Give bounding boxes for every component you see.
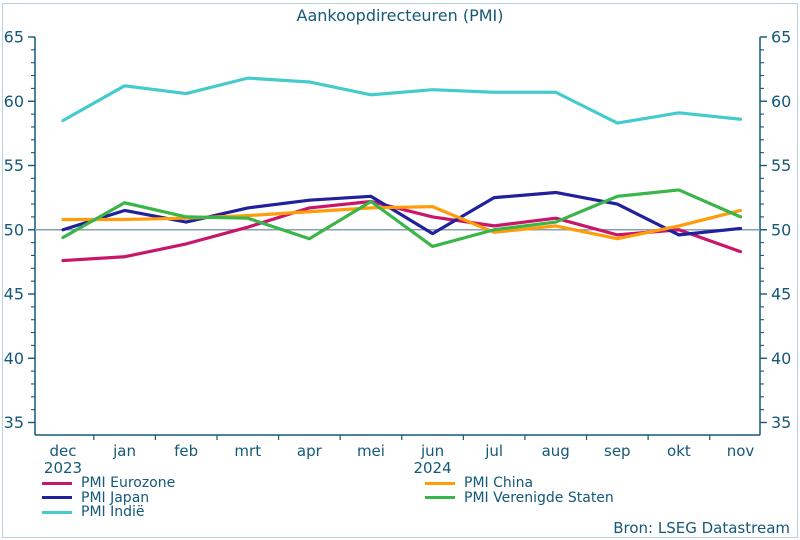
legend-column-right: PMI China PMI Verenigde Staten	[425, 475, 614, 506]
x-year-label: 2024	[413, 459, 451, 475]
x-month-label: jul	[484, 442, 503, 460]
y-axis-tick-label-left: 45	[4, 285, 24, 304]
legend-swatch-pmi-indie	[42, 510, 72, 514]
legend-swatch-pmi-japan	[42, 496, 72, 500]
x-month-label: jan	[112, 442, 136, 460]
legend-swatch-pmi-verenigde-staten	[425, 496, 455, 500]
legend-label-pmi-japan: PMI Japan	[81, 489, 150, 506]
y-axis-tick-label-right: 40	[771, 349, 791, 368]
y-axis-tick-label-left: 60	[4, 92, 24, 111]
legend-item-pmi-indie: PMI Indië	[42, 504, 175, 521]
legend-label-pmi-china: PMI China	[464, 475, 534, 492]
legend-item-pmi-verenigde-staten: PMI Verenigde Staten	[425, 489, 614, 506]
series-line-pmi-indi-	[61, 76, 743, 125]
y-axis-tick-label-left: 40	[4, 349, 24, 368]
x-month-label: feb	[174, 442, 198, 460]
x-month-label: mei	[357, 442, 385, 460]
y-axis-tick-label-right: 55	[771, 156, 791, 175]
chart-title: Aankoopdirecteuren (PMI)	[296, 6, 504, 25]
legend-item-pmi-japan: PMI Japan	[42, 489, 175, 506]
x-month-label: jun	[420, 442, 444, 460]
y-axis-tick-label-left: 55	[4, 156, 24, 175]
series-line-pmi-china	[61, 205, 743, 241]
series-line-pmi-japan	[61, 190, 743, 237]
legend-label-pmi-indie: PMI Indië	[81, 504, 145, 521]
legend-label-pmi-verenigde-staten: PMI Verenigde Staten	[464, 489, 614, 506]
x-month-label: aug	[542, 442, 570, 460]
x-month-label: nov	[727, 442, 755, 460]
y-axis-tick-label-right: 45	[771, 285, 791, 304]
y-axis-tick-label-right: 65	[771, 28, 791, 47]
x-month-label: okt	[667, 442, 691, 460]
x-month-label: dec	[50, 442, 77, 460]
y-axis-tick-label-right: 35	[771, 413, 791, 432]
y-axis-tick-label-right: 60	[771, 92, 791, 111]
x-month-label: apr	[297, 442, 323, 460]
source-attribution: Bron: LSEG Datastream	[613, 519, 790, 537]
y-axis-tick-label-left: 65	[4, 28, 24, 47]
legend-swatch-pmi-china	[425, 481, 455, 485]
x-month-label: sep	[604, 442, 631, 460]
legend-column-left: PMI Eurozone PMI Japan PMI Indië	[42, 475, 176, 521]
series-line-pmi-verenigde-staten	[61, 188, 743, 249]
x-year-label: 2023	[44, 459, 82, 475]
y-axis-tick-label-left: 50	[4, 220, 24, 239]
legend-item-pmi-eurozone: PMI Eurozone	[42, 475, 176, 492]
legend-label-pmi-eurozone: PMI Eurozone	[81, 475, 176, 492]
y-axis-tick-label-right: 50	[771, 220, 791, 239]
legend-item-pmi-china: PMI China	[425, 475, 614, 492]
pmi-line-chart: 35 35 40 40 45 45 50 50 55 55 60 60 65 65 dec jan feb mrt…	[4, 28, 792, 476]
legend-swatch-pmi-eurozone	[42, 481, 72, 485]
series-line-pmi-eurozone	[61, 199, 743, 263]
x-month-label: mrt	[234, 442, 261, 460]
y-axis-tick-label-left: 35	[4, 413, 24, 432]
